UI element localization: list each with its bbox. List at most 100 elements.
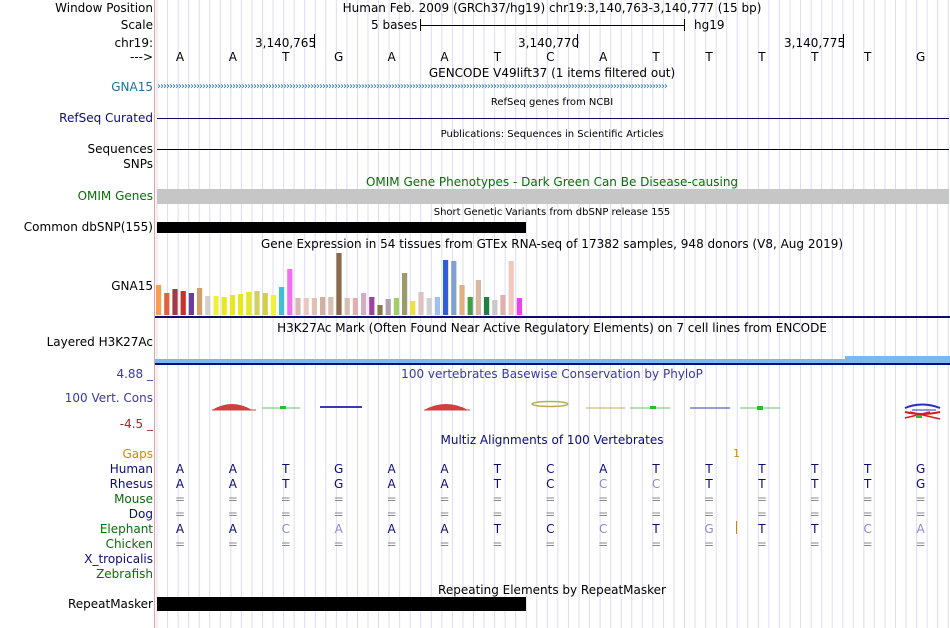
refseq-label[interactable]: RefSeq Curated bbox=[59, 111, 153, 125]
gtex-bar[interactable] bbox=[221, 297, 227, 315]
alignment-base: T bbox=[493, 522, 502, 536]
dbsnp-feature[interactable] bbox=[157, 222, 526, 233]
reference-base: G bbox=[334, 50, 344, 64]
gtex-label[interactable]: GNA15 bbox=[111, 279, 153, 293]
gtex-bar[interactable] bbox=[393, 298, 399, 315]
gtex-bar[interactable] bbox=[352, 298, 358, 315]
snps-label[interactable]: SNPs bbox=[123, 157, 153, 171]
gtex-bar[interactable] bbox=[426, 298, 432, 315]
gtex-bar[interactable] bbox=[287, 269, 293, 315]
alignment-base: = bbox=[809, 537, 820, 551]
gtex-bar[interactable] bbox=[467, 297, 473, 315]
alignment-base: = bbox=[174, 492, 186, 506]
gtex-bar[interactable] bbox=[238, 294, 244, 315]
rmsk-label[interactable]: RepeatMasker bbox=[67, 597, 153, 611]
alignment-base: A bbox=[175, 462, 185, 476]
omim-label[interactable]: OMIM Genes bbox=[77, 189, 153, 203]
gtex-bar[interactable] bbox=[418, 292, 424, 315]
species-label[interactable]: X_tropicalis bbox=[84, 552, 153, 566]
publications-label[interactable]: Sequences bbox=[87, 142, 153, 156]
alignment-base: = bbox=[703, 492, 715, 506]
gtex-bar[interactable] bbox=[213, 296, 219, 315]
h3k27ac-baseline bbox=[155, 363, 950, 365]
alignment-base: = bbox=[439, 537, 450, 551]
alignment-base: G bbox=[704, 522, 714, 536]
species-label[interactable]: Chicken bbox=[105, 537, 153, 551]
gtex-bar[interactable] bbox=[475, 280, 481, 315]
gtex-baseline bbox=[155, 316, 950, 318]
alignment-base: G bbox=[334, 462, 344, 476]
species-label[interactable]: Dog bbox=[128, 507, 153, 521]
alignment-base: = bbox=[280, 507, 291, 521]
alignment-base: T bbox=[282, 477, 290, 491]
gtex-bar[interactable] bbox=[484, 297, 490, 315]
gtex-bar[interactable] bbox=[451, 261, 457, 315]
cons-label[interactable]: 100 Vert. Cons bbox=[64, 391, 153, 405]
gtex-bar[interactable] bbox=[492, 300, 498, 315]
alignment-base: T bbox=[493, 477, 502, 491]
gtex-bar[interactable] bbox=[377, 305, 383, 315]
rmsk-feature[interactable] bbox=[157, 597, 526, 611]
coordinate-1-tick bbox=[314, 34, 315, 48]
gtex-bar[interactable] bbox=[336, 253, 342, 315]
gtex-bar[interactable] bbox=[229, 295, 235, 315]
gtex-bar[interactable] bbox=[188, 293, 194, 315]
window-position-label: Window Position bbox=[55, 1, 153, 15]
h3k27ac-label[interactable]: Layered H3K27Ac bbox=[46, 335, 153, 349]
gtex-bar[interactable] bbox=[459, 285, 465, 315]
coordinate-2-tick bbox=[577, 34, 578, 48]
refseq-feature[interactable] bbox=[157, 118, 949, 119]
h3k27ac-signal[interactable] bbox=[155, 359, 950, 364]
gtex-bar[interactable] bbox=[361, 293, 367, 315]
gtex-bar[interactable] bbox=[320, 297, 326, 315]
gaps-label[interactable]: Gaps bbox=[122, 447, 153, 461]
gtex-bar[interactable] bbox=[279, 287, 285, 315]
scale-assembly: hg19 bbox=[694, 18, 725, 32]
gtex-bar[interactable] bbox=[385, 299, 391, 315]
gtex-bar[interactable] bbox=[180, 291, 186, 315]
gtex-bar[interactable] bbox=[328, 297, 334, 315]
alignment-base: C bbox=[281, 522, 290, 536]
gtex-bar[interactable] bbox=[172, 289, 178, 315]
publications-feature[interactable] bbox=[157, 149, 949, 150]
omim-feature[interactable] bbox=[157, 189, 949, 204]
species-label[interactable]: Zebrafish bbox=[96, 567, 153, 581]
gtex-bar[interactable] bbox=[344, 298, 350, 315]
alignment-base: A bbox=[387, 477, 396, 491]
scale-bar bbox=[420, 25, 684, 26]
coordinate-1: 3,140,765 bbox=[255, 36, 317, 50]
gtex-bar[interactable] bbox=[156, 285, 162, 315]
cons-ymin: -4.5 _ bbox=[119, 417, 153, 431]
gtex-bar[interactable] bbox=[500, 295, 506, 315]
gtex-bar[interactable] bbox=[164, 293, 170, 315]
gtex-bar[interactable] bbox=[270, 295, 276, 315]
gtex-bar[interactable] bbox=[516, 298, 522, 315]
gtex-bar[interactable] bbox=[246, 292, 252, 315]
gtex-bar[interactable] bbox=[311, 298, 317, 315]
gtex-bar[interactable] bbox=[443, 260, 449, 315]
species-label[interactable]: Mouse bbox=[114, 492, 153, 506]
gencode-feature[interactable]: ››››››››››››››››››››››››››››››››››››››››… bbox=[157, 81, 668, 92]
rmsk-title: Repeating Elements by RepeatMasker bbox=[438, 583, 666, 597]
gtex-bar[interactable] bbox=[254, 291, 260, 315]
gtex-bar[interactable] bbox=[197, 288, 203, 315]
gtex-bar[interactable] bbox=[295, 298, 301, 315]
omim-title: OMIM Gene Phenotypes - Dark Green Can Be… bbox=[365, 175, 739, 189]
gtex-bar[interactable] bbox=[205, 296, 211, 315]
reference-base: A bbox=[228, 50, 237, 64]
gtex-bar[interactable] bbox=[508, 261, 514, 315]
gtex-bar[interactable] bbox=[303, 298, 309, 315]
alignment-base: = bbox=[545, 492, 556, 506]
species-label[interactable]: Elephant bbox=[99, 522, 153, 536]
dbsnp-label[interactable]: Common dbSNP(155) bbox=[23, 220, 153, 234]
gtex-bar[interactable] bbox=[410, 301, 416, 315]
gtex-bar[interactable] bbox=[434, 297, 440, 315]
gtex-bar[interactable] bbox=[262, 293, 268, 315]
species-label[interactable]: Human bbox=[109, 462, 153, 476]
gencode-label[interactable]: GNA15 bbox=[111, 80, 153, 94]
gtex-bar[interactable] bbox=[402, 273, 408, 315]
species-label[interactable]: Rhesus bbox=[109, 477, 153, 491]
gtex-bar[interactable] bbox=[369, 297, 375, 315]
